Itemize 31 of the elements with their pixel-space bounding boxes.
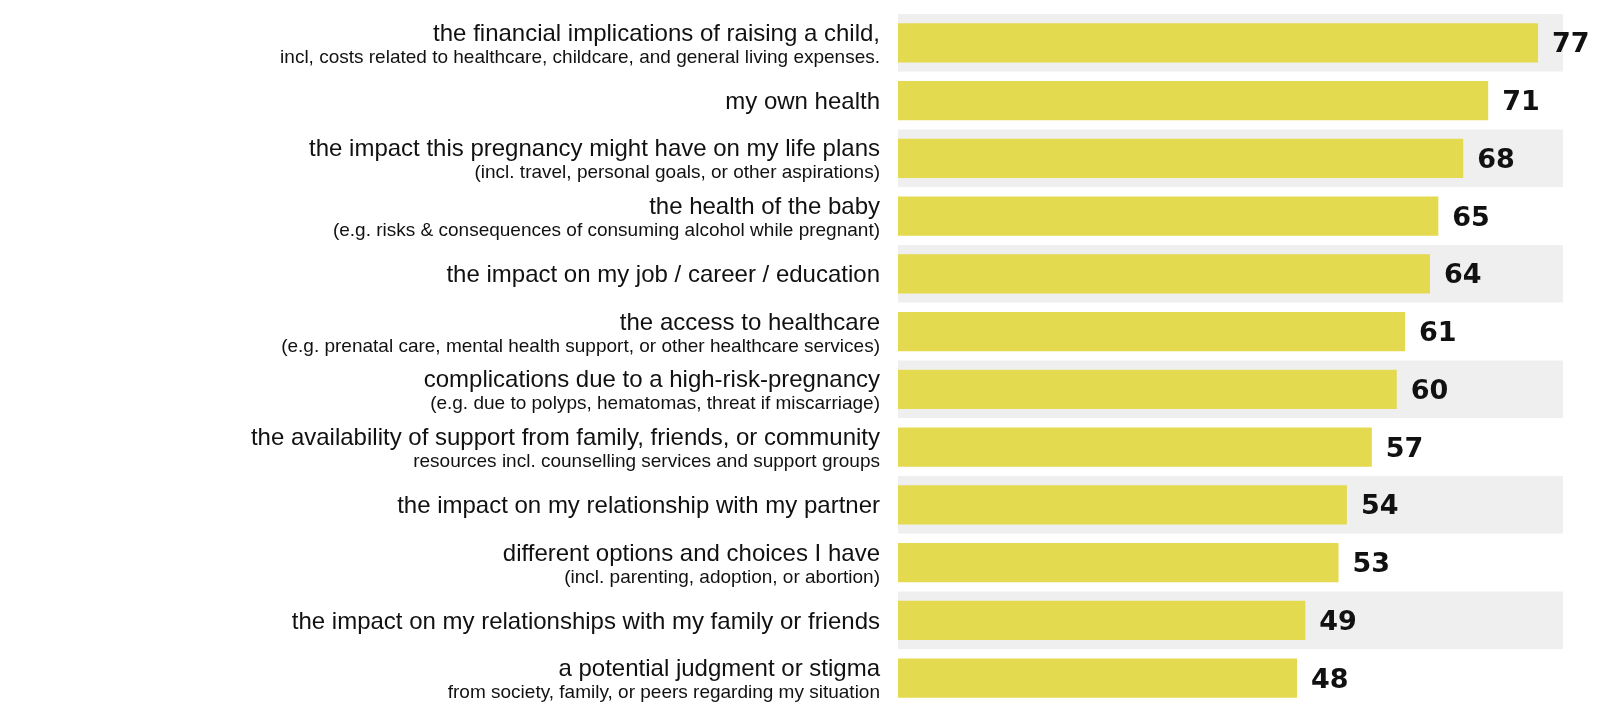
bar bbox=[898, 485, 1347, 525]
y-tick-label: the impact this pregnancy might have on my life plans (incl. travel, personal goals, or other aspirations) bbox=[309, 134, 880, 183]
data-label: 49 bbox=[1319, 604, 1357, 636]
bar bbox=[898, 658, 1297, 698]
data-label: 54 bbox=[1360, 489, 1399, 521]
bar bbox=[898, 311, 1406, 352]
data-label: 64 bbox=[1444, 258, 1482, 290]
data-label: 68 bbox=[1477, 142, 1515, 174]
y-tick-label: the impact on my job / career / education bbox=[446, 260, 880, 288]
y-tick-label: a potential judgment or stigma from society, family, or peers regarding my situation bbox=[447, 654, 881, 703]
data-label: 48 bbox=[1311, 662, 1349, 694]
data-label: 61 bbox=[1419, 316, 1457, 348]
y-tick-label: the impact on my relationship with my partner bbox=[397, 491, 880, 519]
bar bbox=[898, 369, 1397, 410]
bar bbox=[898, 427, 1372, 467]
y-tick-label: the impact on my relationships with my family or friends bbox=[291, 606, 880, 634]
data-label: 77 bbox=[1552, 27, 1590, 59]
data-label: 65 bbox=[1452, 200, 1490, 232]
y-tick-label: the access to healthcare (e.g. prenatal care, mental health support, or other healthcare services) bbox=[281, 307, 880, 356]
y-tick-label: complications due to a high-risk-pregnancy (e.g. due to polyps, hematomas, threat if miscarriage) bbox=[423, 365, 880, 414]
bar bbox=[898, 542, 1339, 583]
data-label: 53 bbox=[1352, 547, 1391, 579]
bar bbox=[898, 600, 1306, 641]
data-label: 71 bbox=[1502, 85, 1540, 117]
y-tick-label: the availability of support from family, friends, or community resources incl. counselling services and support groups bbox=[250, 423, 880, 472]
data-label: 57 bbox=[1385, 431, 1424, 463]
y-tick-label: the health of the baby (e.g. risks & consequences of consuming alcohol while pregnant) bbox=[332, 192, 880, 241]
y-tick-label: the financial implications of raising a child, incl, costs related to healthcare, childcare, and general living expenses. bbox=[280, 18, 880, 67]
data-label: 60 bbox=[1410, 373, 1449, 405]
y-tick-label: different options and choices I have (incl. parenting, adoption, or abortion) bbox=[502, 538, 880, 587]
y-tick-label: my own health bbox=[725, 87, 880, 115]
